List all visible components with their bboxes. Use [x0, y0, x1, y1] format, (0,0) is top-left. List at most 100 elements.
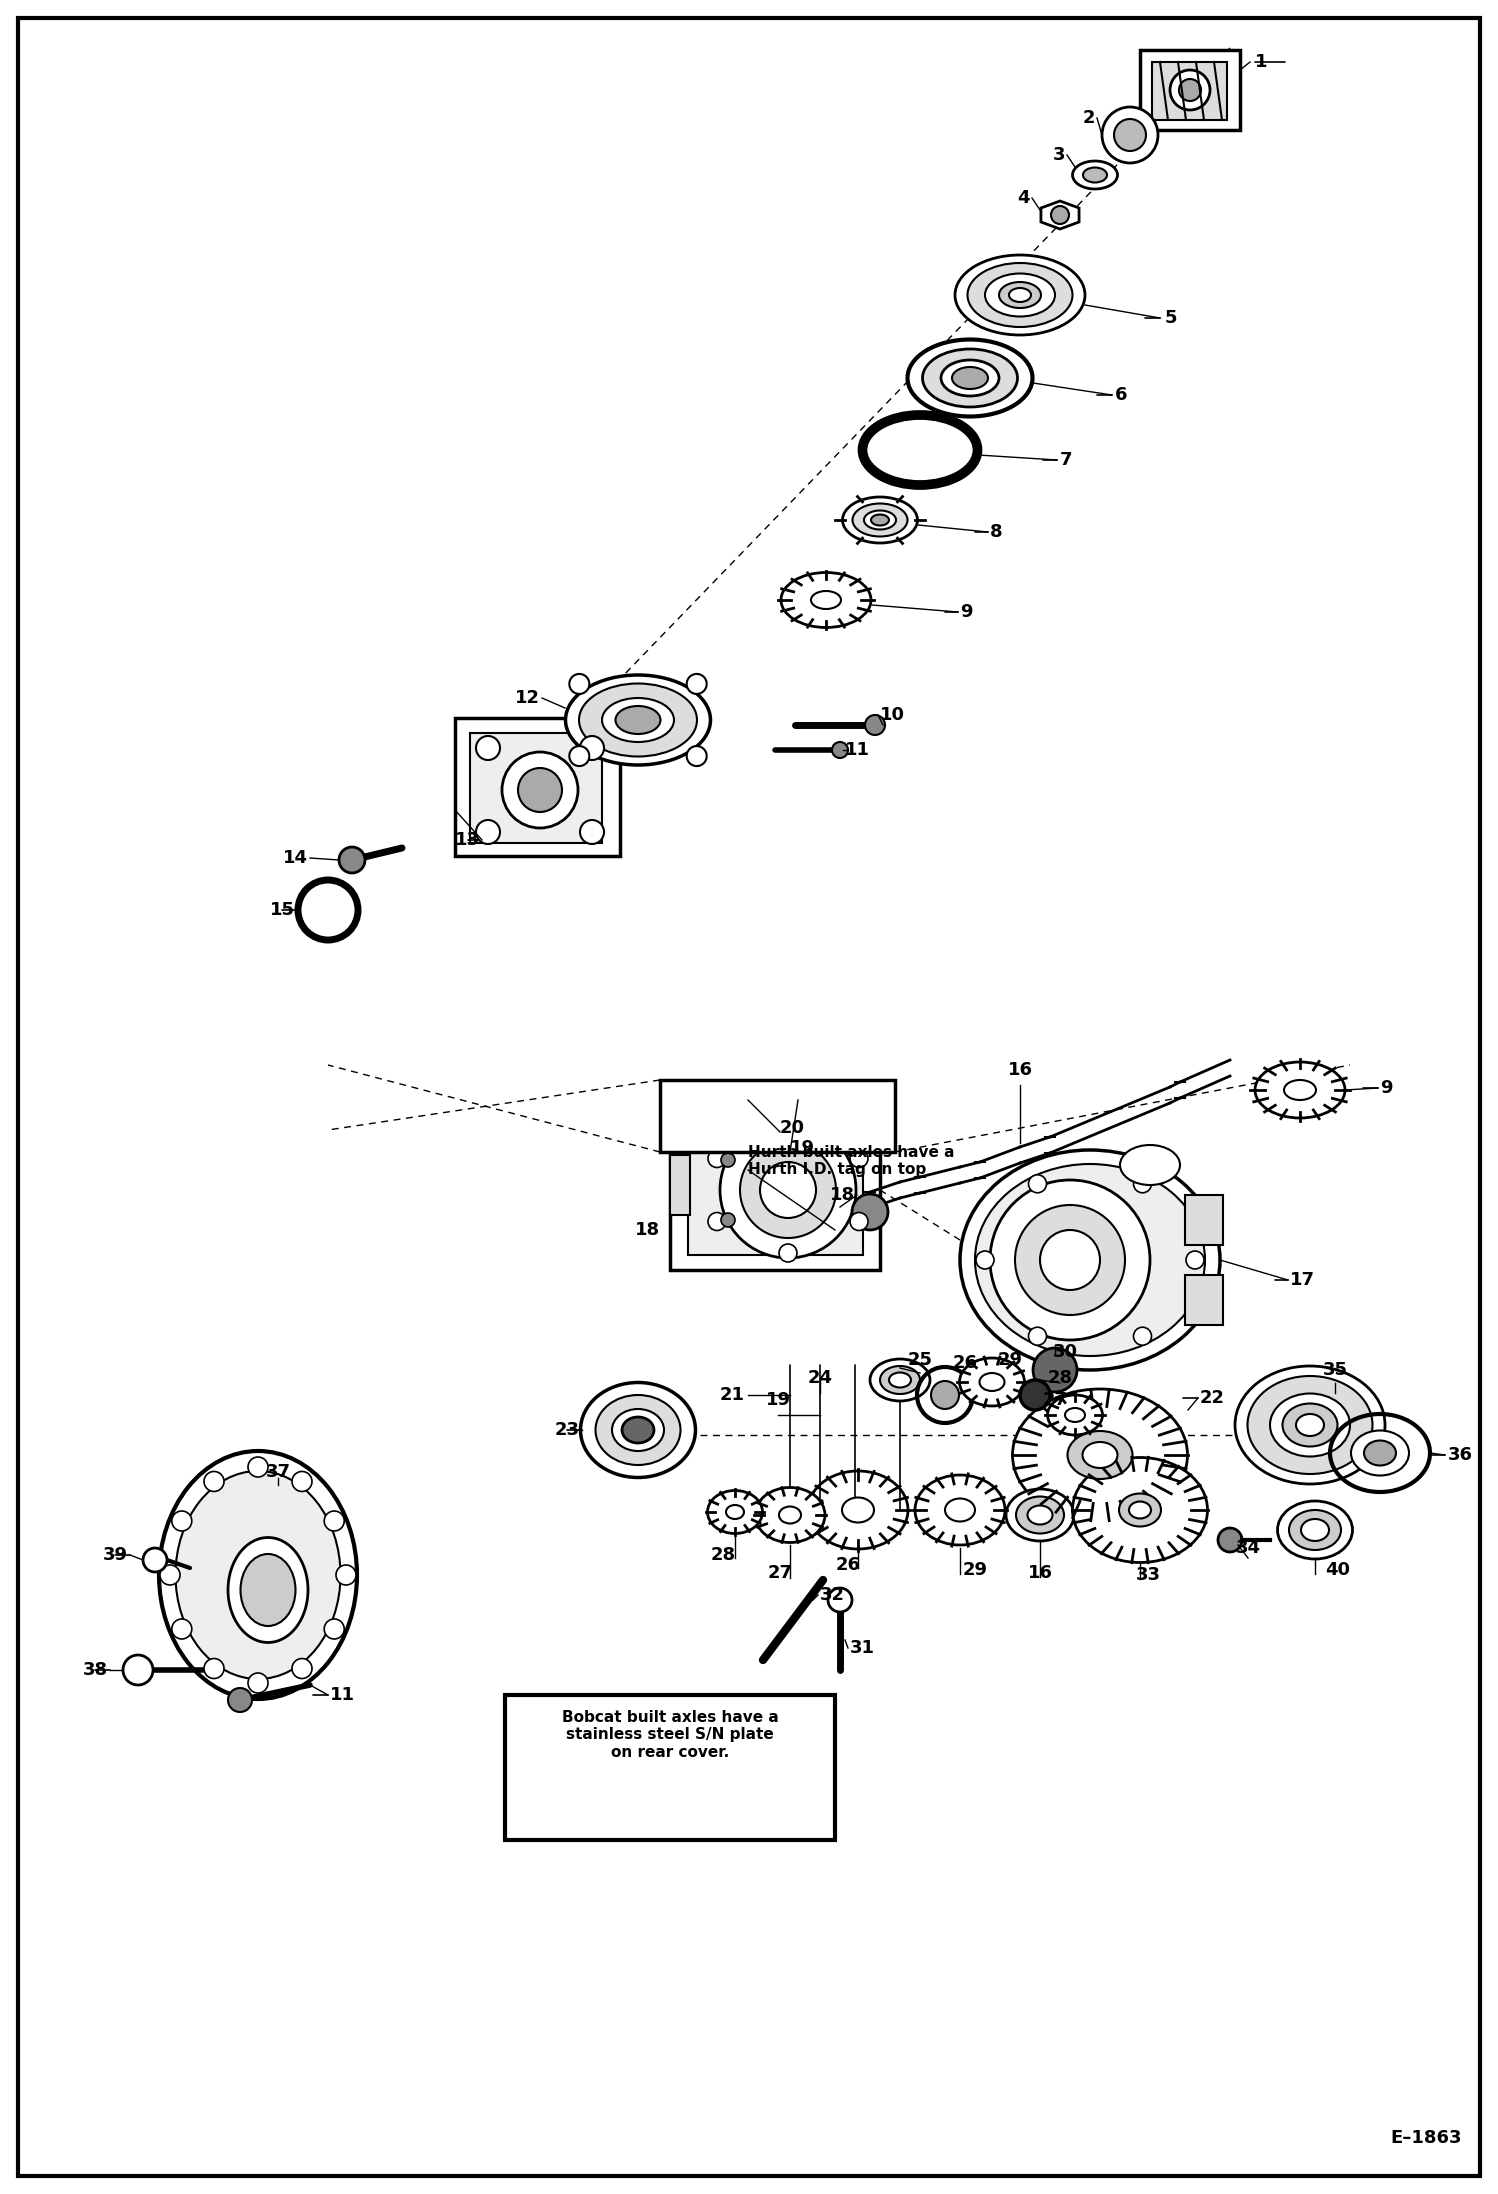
Circle shape — [292, 1472, 312, 1492]
Text: 39: 39 — [103, 1547, 127, 1564]
Ellipse shape — [870, 516, 888, 527]
Circle shape — [759, 1163, 816, 1218]
Circle shape — [828, 1588, 852, 1613]
Circle shape — [172, 1512, 192, 1531]
Circle shape — [779, 1119, 797, 1136]
Text: 8: 8 — [990, 522, 1002, 542]
Circle shape — [204, 1472, 225, 1492]
Text: 40: 40 — [1326, 1560, 1351, 1580]
Text: 38: 38 — [82, 1661, 108, 1678]
Circle shape — [977, 1251, 995, 1268]
Circle shape — [740, 1143, 836, 1237]
Ellipse shape — [888, 1373, 911, 1387]
Ellipse shape — [1007, 1490, 1074, 1540]
Bar — [688, 1115, 863, 1255]
Ellipse shape — [1255, 1062, 1345, 1119]
Ellipse shape — [968, 263, 1073, 327]
Ellipse shape — [1234, 1367, 1386, 1483]
Circle shape — [569, 746, 589, 766]
Ellipse shape — [1296, 1413, 1324, 1437]
Ellipse shape — [1028, 1505, 1053, 1525]
Ellipse shape — [864, 511, 896, 529]
Text: 6: 6 — [1115, 386, 1128, 404]
Circle shape — [1218, 1527, 1242, 1551]
Text: 14: 14 — [283, 849, 309, 867]
Ellipse shape — [923, 349, 1017, 408]
Ellipse shape — [960, 1150, 1219, 1369]
Circle shape — [849, 1150, 867, 1167]
Circle shape — [1134, 1327, 1152, 1345]
Text: 1: 1 — [1255, 53, 1267, 70]
Text: 28: 28 — [1047, 1369, 1073, 1387]
Text: 18: 18 — [830, 1187, 855, 1205]
Text: 27: 27 — [767, 1564, 792, 1582]
Circle shape — [721, 1213, 736, 1226]
Ellipse shape — [1065, 1409, 1085, 1422]
Circle shape — [172, 1619, 192, 1639]
Circle shape — [1186, 1251, 1204, 1268]
Circle shape — [249, 1674, 268, 1694]
Ellipse shape — [810, 590, 840, 610]
Ellipse shape — [1351, 1430, 1410, 1477]
Ellipse shape — [613, 1409, 664, 1450]
Text: 18: 18 — [635, 1222, 661, 1240]
Ellipse shape — [975, 1165, 1204, 1356]
Bar — [1185, 1275, 1222, 1325]
Circle shape — [930, 1380, 959, 1409]
Text: 9: 9 — [960, 603, 972, 621]
Circle shape — [476, 735, 500, 759]
Ellipse shape — [953, 366, 989, 388]
Text: 23: 23 — [554, 1422, 580, 1439]
Bar — [1140, 50, 1240, 129]
Ellipse shape — [842, 1499, 873, 1523]
Circle shape — [852, 1194, 888, 1231]
Text: 11: 11 — [845, 742, 870, 759]
Text: 27: 27 — [1043, 1391, 1068, 1409]
Ellipse shape — [870, 1358, 930, 1402]
Ellipse shape — [1129, 1501, 1150, 1518]
Text: 4: 4 — [1017, 189, 1031, 206]
Text: 5: 5 — [1165, 309, 1177, 327]
Ellipse shape — [1010, 287, 1031, 303]
Ellipse shape — [1013, 1389, 1188, 1520]
Circle shape — [324, 1512, 345, 1531]
Circle shape — [324, 1619, 345, 1639]
Ellipse shape — [1073, 160, 1118, 189]
Ellipse shape — [1270, 1393, 1350, 1457]
Ellipse shape — [159, 1450, 357, 1698]
Circle shape — [1034, 1347, 1077, 1391]
Text: 13: 13 — [455, 832, 479, 849]
Circle shape — [518, 768, 562, 812]
Ellipse shape — [842, 498, 917, 542]
Circle shape — [569, 674, 589, 693]
Ellipse shape — [228, 1538, 309, 1643]
Circle shape — [831, 742, 848, 757]
Circle shape — [502, 753, 578, 827]
Ellipse shape — [1119, 1494, 1161, 1527]
Circle shape — [580, 735, 604, 759]
Circle shape — [228, 1687, 252, 1711]
Circle shape — [709, 1213, 727, 1231]
Bar — [470, 733, 602, 842]
Circle shape — [686, 746, 707, 766]
Text: 16: 16 — [1008, 1062, 1032, 1079]
Text: 11: 11 — [330, 1685, 355, 1705]
Ellipse shape — [779, 1507, 801, 1523]
Text: 15: 15 — [270, 902, 295, 919]
Text: 2: 2 — [1083, 110, 1095, 127]
Text: 16: 16 — [1028, 1564, 1053, 1582]
Ellipse shape — [986, 274, 1055, 316]
Text: 33: 33 — [1135, 1567, 1161, 1584]
Circle shape — [686, 674, 707, 693]
Bar — [1152, 61, 1227, 121]
Circle shape — [476, 821, 500, 845]
Text: 12: 12 — [515, 689, 539, 706]
Ellipse shape — [1278, 1501, 1353, 1560]
Text: 30: 30 — [1053, 1343, 1077, 1360]
Ellipse shape — [852, 502, 908, 538]
Text: 22: 22 — [1200, 1389, 1225, 1406]
Circle shape — [1020, 1380, 1050, 1411]
Text: 24: 24 — [807, 1369, 833, 1387]
Circle shape — [779, 1244, 797, 1262]
Circle shape — [709, 1150, 727, 1167]
